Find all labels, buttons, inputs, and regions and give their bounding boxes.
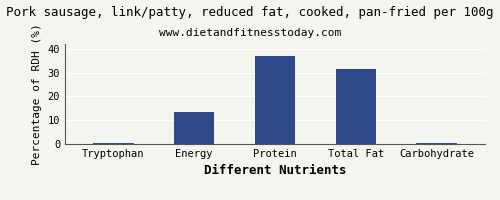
Text: Pork sausage, link/patty, reduced fat, cooked, pan-fried per 100g: Pork sausage, link/patty, reduced fat, c… — [6, 6, 494, 19]
Bar — [174, 112, 214, 144]
Bar — [255, 56, 295, 144]
Bar — [336, 69, 376, 144]
Bar — [416, 143, 457, 144]
X-axis label: Different Nutrients: Different Nutrients — [204, 164, 346, 177]
Y-axis label: Percentage of RDH (%): Percentage of RDH (%) — [32, 23, 42, 165]
Text: www.dietandfitnesstoday.com: www.dietandfitnesstoday.com — [159, 28, 341, 38]
Bar — [94, 143, 134, 144]
